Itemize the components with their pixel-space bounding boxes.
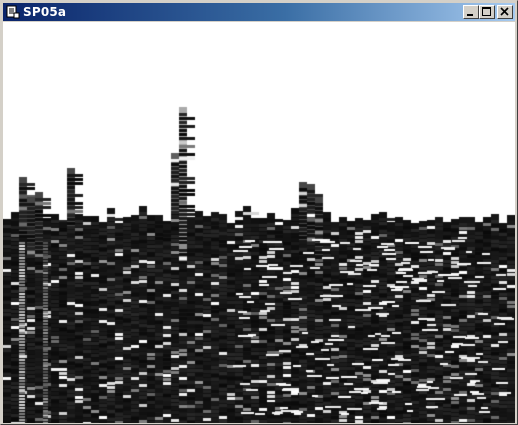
window-title: SP05a (23, 5, 67, 19)
maximize-button[interactable] (479, 5, 495, 19)
close-icon (500, 7, 509, 16)
minimize-icon (467, 14, 473, 16)
maximize-icon (482, 7, 491, 16)
spectrogram-canvas[interactable] (3, 22, 515, 423)
program-window-icon[interactable] (6, 5, 20, 19)
spectrogram-view[interactable] (3, 22, 515, 423)
title-bar[interactable]: SP05a (3, 3, 515, 21)
close-button[interactable] (497, 5, 513, 19)
minimize-button[interactable] (463, 5, 479, 19)
